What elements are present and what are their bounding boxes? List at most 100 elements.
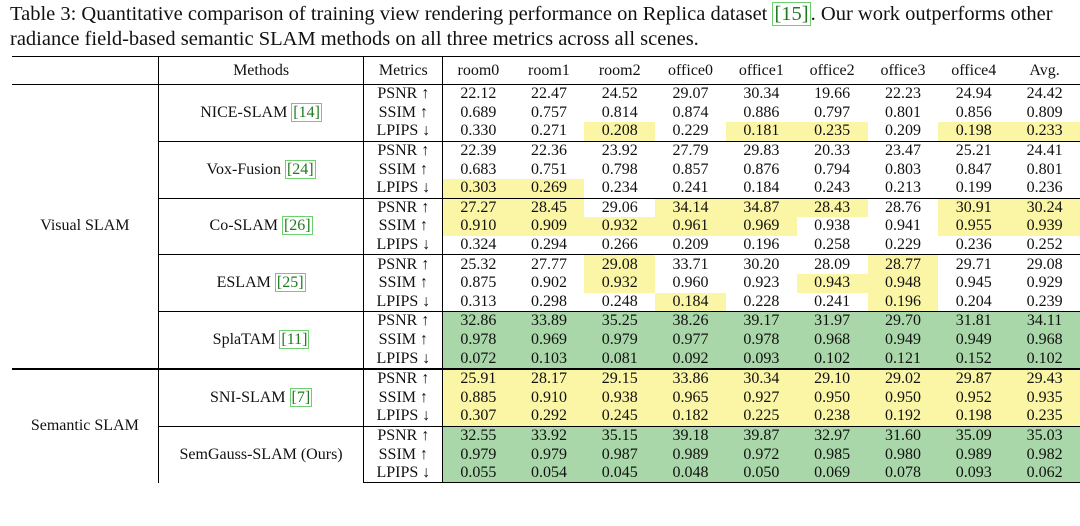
method-citation-link[interactable]: [25] (274, 273, 306, 293)
metric-value: 0.968 (1009, 330, 1080, 350)
metric-value: 27.27 (442, 197, 514, 218)
metric-value: 0.797 (814, 103, 851, 121)
group-label: Visual SLAM (12, 84, 159, 369)
metric-value: 24.52 (601, 85, 638, 103)
metric-value: 35.15 (584, 425, 656, 446)
method-citation-link[interactable]: [26] (281, 216, 313, 236)
method-citation-link[interactable]: [24] (284, 159, 316, 179)
metric-value: 0.757 (530, 103, 567, 121)
metric-value: 28.43 (796, 197, 868, 218)
metric-value: 0.856 (955, 103, 992, 121)
method-label: SplaTAM (212, 331, 276, 349)
metric-value: 28.45 (513, 197, 585, 218)
metric-label: SSIM ↑ (378, 388, 429, 406)
metric-value: 0.902 (530, 274, 567, 292)
table-row: SSIM ↑ 0.683 0.751 0.798 0.857 0.876 0.794 0.80… (12, 160, 1080, 179)
metric-value: 30.34 (743, 85, 780, 103)
metric-value: 0.972 (725, 445, 797, 464)
header-metrics: Metrics (363, 56, 444, 85)
table-row: SplaTAM [11] PSNR ↑ 32.86 33.89 35.25 38.26 39… (12, 311, 1080, 369)
metric-value: 0.198 (938, 407, 1010, 427)
metric-value: 23.47 (867, 140, 939, 161)
metric-value: 34.87 (725, 197, 797, 218)
metric-value: 30.24 (1009, 197, 1080, 218)
table-row: ESLAM [25] PSNR ↑ 25.32 27.77 29.08 33.71 30.2… (12, 254, 1080, 312)
header-scene: office1 (725, 56, 797, 85)
metric-value: 0.258 (814, 236, 851, 254)
metric-value: 20.33 (796, 140, 868, 161)
metric-value: 0.236 (955, 236, 992, 254)
metric-value: 29.08 (584, 254, 656, 274)
metric-value: 0.298 (530, 292, 567, 310)
metric-value: 23.92 (584, 140, 656, 161)
metric-value: 0.330 (460, 122, 497, 140)
metric-value: 38.26 (655, 311, 726, 331)
metric-value: 22.36 (513, 140, 585, 161)
metric-value: 0.938 (584, 388, 656, 408)
metric-value: 0.196 (867, 292, 939, 312)
metric-value: 34.11 (1009, 311, 1080, 331)
metric-value: 25.21 (938, 140, 1010, 161)
metric-value: 0.225 (725, 407, 797, 427)
metric-value: 22.23 (884, 85, 921, 103)
metric-value: 0.801 (1026, 160, 1063, 178)
table-row: SSIM ↑ 0.910 0.909 0.932 0.961 0.969 0.938 0.94… (12, 217, 1080, 236)
metric-value: 0.245 (584, 407, 656, 427)
method-name: ESLAM [25] (158, 254, 364, 312)
metric-label: PSNR ↑ (377, 85, 430, 103)
metric-value: 0.307 (442, 407, 514, 427)
metric-value: 0.069 (796, 463, 868, 484)
metric-value: 0.236 (1026, 179, 1063, 197)
metric-value: 30.91 (938, 197, 1010, 218)
metric-value: 0.969 (725, 217, 797, 236)
metric-value: 0.689 (460, 103, 497, 121)
metric-value: 29.87 (938, 367, 1010, 389)
metric-value: 0.948 (867, 273, 939, 293)
metric-value: 28.76 (867, 197, 939, 218)
metric-value: 35.25 (584, 311, 656, 331)
method-citation-link[interactable]: [11] (279, 330, 310, 350)
metric-label: LPIPS ↓ (376, 179, 431, 197)
metric-value: 32.97 (796, 425, 868, 446)
metric-value: 0.950 (867, 388, 939, 408)
metric-value: 33.71 (655, 254, 726, 274)
metric-value: 31.97 (796, 311, 868, 331)
metric-value: 0.874 (672, 103, 709, 121)
metric-label: PSNR ↑ (363, 197, 443, 218)
table-row: LPIPS ↓ 0.072 0.103 0.081 0.092 0.093 0.102 0.1… (12, 349, 1080, 369)
metric-label: SSIM ↑ (378, 103, 429, 121)
metric-value: 0.209 (672, 236, 709, 254)
metric-value: 0.103 (513, 349, 585, 369)
header-scene: room0 (442, 56, 514, 85)
table-header-row: Methods Metrics room0 room1 room2 office… (12, 56, 1080, 85)
metric-label: SSIM ↑ (378, 160, 429, 178)
metric-label: LPIPS ↓ (376, 236, 431, 254)
method-label: SNI-SLAM (209, 388, 286, 406)
metric-value: 0.213 (884, 179, 921, 197)
metric-value: 22.47 (530, 85, 567, 103)
metric-label: LPIPS ↓ (376, 407, 431, 425)
metric-value: 0.313 (460, 292, 497, 310)
caption-citation-link[interactable]: [15] (772, 2, 811, 26)
method-citation-link[interactable]: [14] (291, 102, 322, 122)
metric-value: 29.83 (725, 140, 797, 161)
group-label: Semantic SLAM (12, 367, 159, 483)
metric-label: PSNR ↑ (363, 425, 443, 446)
metric-value: 0.092 (655, 349, 726, 369)
metric-value: 22.12 (460, 85, 497, 103)
metric-value: 29.06 (584, 197, 656, 218)
caption-prefix: Table 3: Quantitative comparison of trai… (10, 3, 773, 25)
metric-value: 0.233 (1009, 122, 1080, 142)
metric-label: PSNR ↑ (363, 254, 443, 274)
metric-value: 0.196 (743, 236, 780, 254)
metric-value: 0.979 (442, 445, 514, 464)
metric-value: 0.054 (513, 463, 585, 484)
metric-value: 0.979 (513, 445, 585, 464)
metric-value: 0.847 (955, 160, 992, 178)
metric-value: 24.41 (1009, 140, 1080, 161)
table-row: LPIPS ↓ 0.330 0.271 0.208 0.229 0.181 0.235 0.2… (12, 122, 1080, 142)
method-label: ESLAM (216, 274, 271, 292)
metric-value: 0.093 (938, 463, 1010, 484)
method-citation-link[interactable]: [7] (289, 387, 313, 407)
table-body: Visual SLAM NICE-SLAM [14] PSNR ↑ 22.12 22.4… (12, 84, 1080, 484)
